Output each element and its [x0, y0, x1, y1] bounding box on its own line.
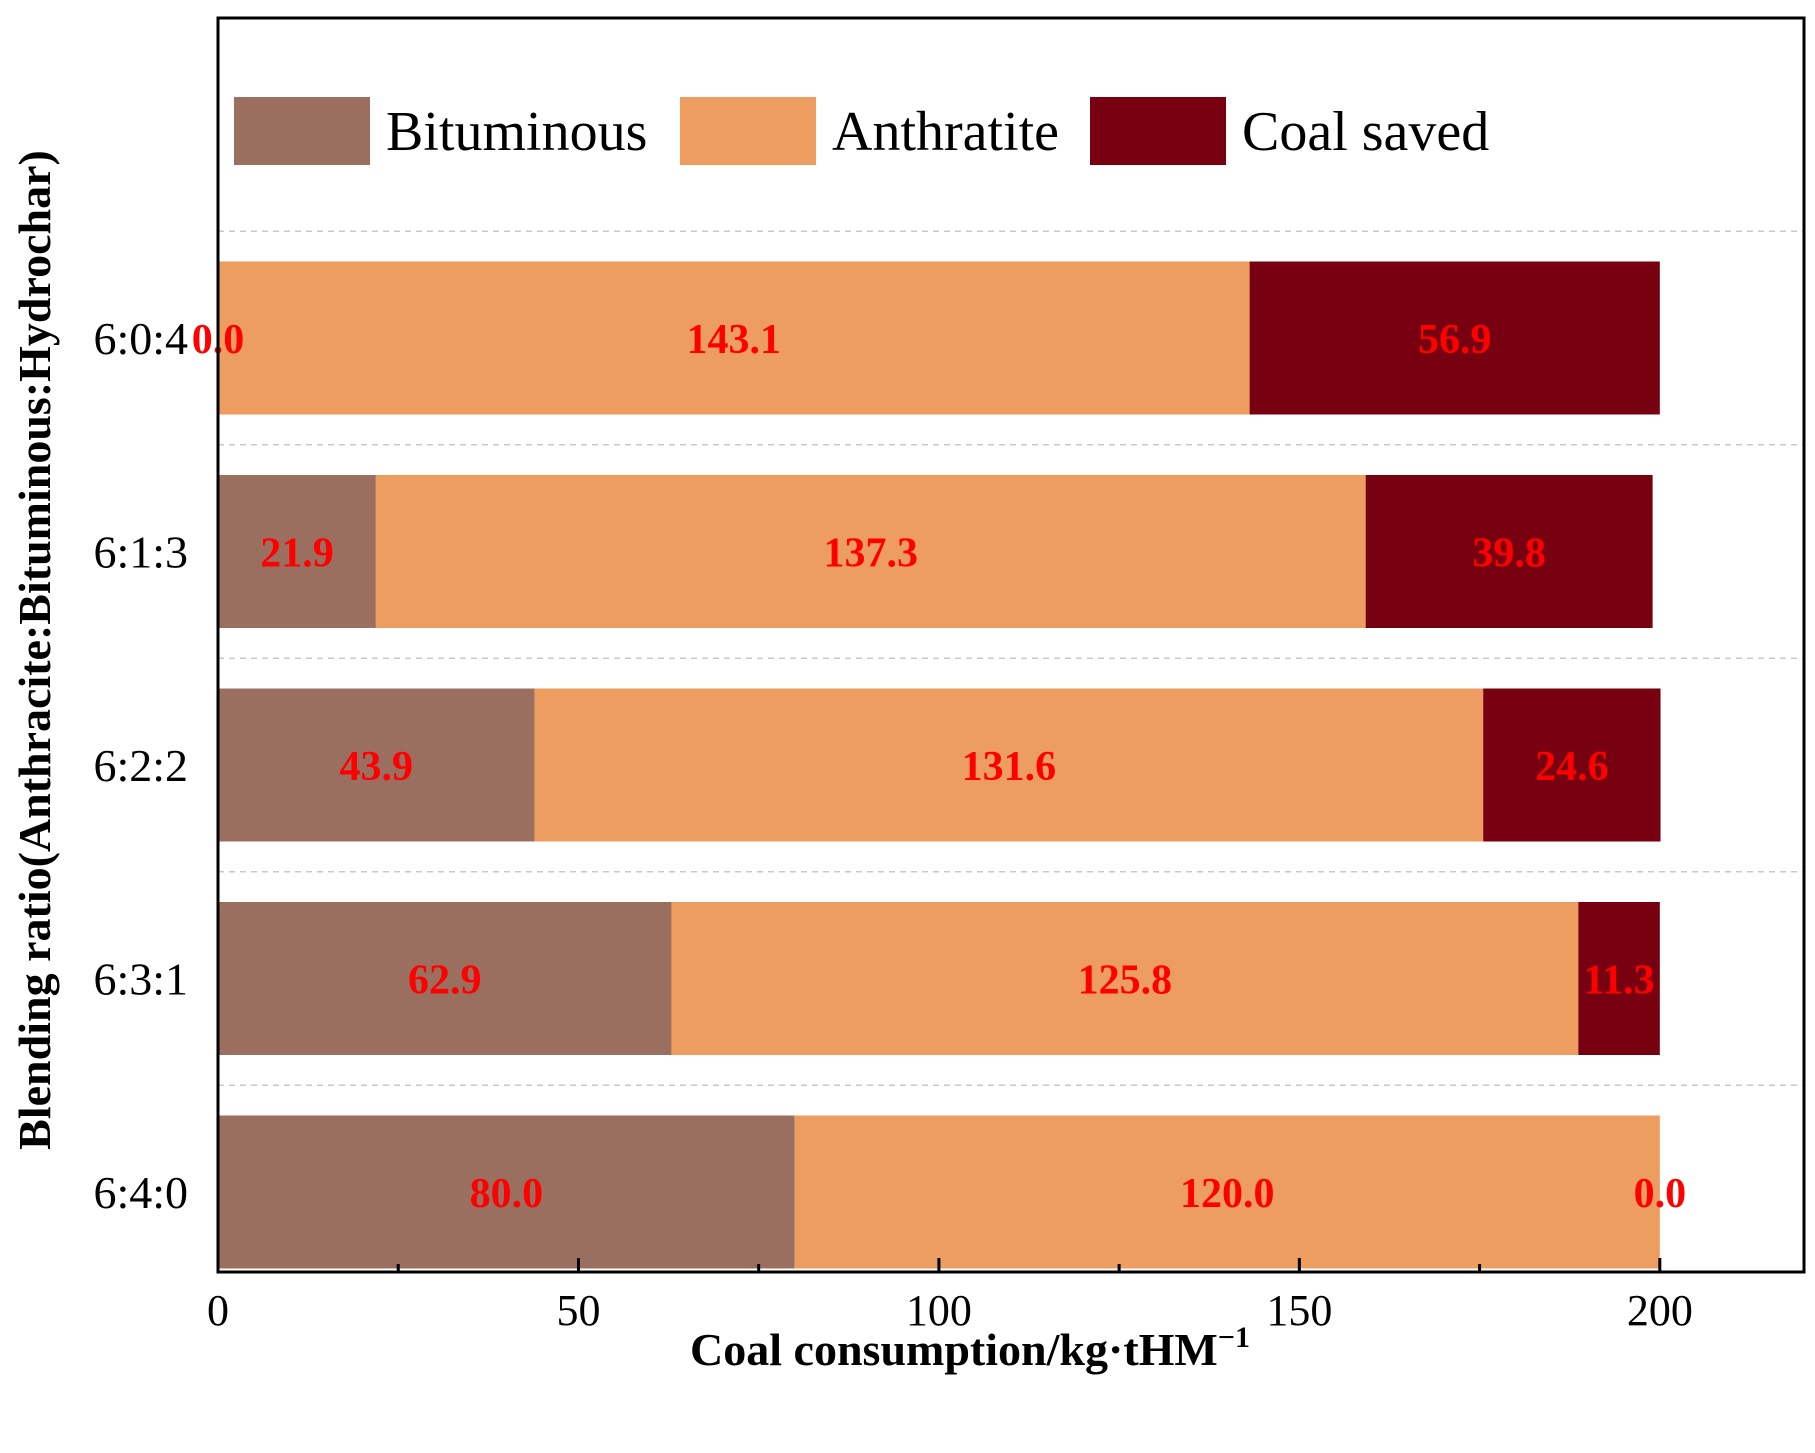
legend-swatch [1090, 97, 1226, 165]
legend-label: Anthratite [832, 101, 1059, 163]
data-label: 80.0 [470, 1171, 544, 1217]
x-axis-title-main: Coal consumption/kg·tHM [690, 1324, 1218, 1375]
bar-segment-anthratite [794, 1115, 1660, 1269]
category-label: 6:1:3 [93, 527, 188, 578]
legend-swatch [680, 97, 816, 165]
y-axis-category-labels: 6:0:4 6:1:3 6:2:2 6:3:1 6:4:0 [93, 313, 188, 1218]
data-label: 143.1 [687, 317, 782, 363]
bar-segment-bituminous [218, 475, 376, 628]
data-label: 131.6 [962, 744, 1057, 790]
data-label: 24.6 [1535, 744, 1609, 790]
bar-segment-anthratite [218, 261, 1250, 415]
bars-layer [218, 261, 1661, 1269]
legend-label: Bituminous [386, 101, 647, 163]
data-label: 39.8 [1472, 531, 1546, 577]
bar-segment-coal-saved [1483, 688, 1661, 842]
legend-swatch [234, 97, 370, 165]
category-separators [218, 230, 1804, 1086]
data-label: 21.9 [260, 531, 334, 577]
x-tick-label: 150 [1266, 1286, 1332, 1335]
x-tick-label: 50 [556, 1286, 600, 1335]
bar-segment-coal-saved [1249, 261, 1660, 415]
plot-frame [216, 16, 1806, 1274]
bar-segment-anthratite [375, 475, 1366, 628]
data-label: 62.9 [408, 958, 482, 1004]
category-label: 6:0:4 [93, 313, 188, 364]
legend-label: Coal saved [1242, 101, 1489, 163]
category-label: 6:3:1 [93, 954, 188, 1005]
data-label: 11.3 [1583, 958, 1654, 1004]
x-tick-label: 200 [1627, 1286, 1693, 1335]
x-axis-title-superscript: −1 [1218, 1321, 1250, 1354]
bar-segment-coal-saved [1578, 902, 1660, 1055]
bar-segment-bituminous [218, 902, 672, 1055]
x-tick-label: 100 [906, 1286, 972, 1335]
category-label: 6:4:0 [93, 1167, 188, 1218]
data-labels-layer: 0.0 143.1 56.9 21.9 137.3 39.8 43.9 131.6 24.6 62… [192, 317, 1686, 1217]
bar-segment-bituminous [218, 688, 535, 842]
bar-segment-bituminous [218, 1115, 795, 1269]
category-label: 6:2:2 [93, 740, 188, 791]
data-label: 137.3 [824, 531, 919, 577]
bar-segment-coal-saved [1365, 475, 1653, 628]
y-axis-title: Blending ratio(Anthracite:Bituminous:Hyd… [9, 150, 60, 1150]
x-axis-title: Coal consumption/kg·tHM−1 [690, 1321, 1250, 1375]
data-label: 56.9 [1418, 317, 1492, 363]
data-label: 125.8 [1078, 958, 1173, 1004]
bar-segment-anthratite [534, 688, 1484, 842]
data-label: 0.0 [1634, 1171, 1687, 1217]
legend: Bituminous Anthratite Coal saved [234, 97, 1489, 165]
data-label: 43.9 [339, 744, 413, 790]
data-label: 120.0 [1180, 1171, 1275, 1217]
x-tick-label: 0 [207, 1286, 229, 1335]
bar-segment-anthratite [671, 902, 1579, 1055]
x-axis-ticks: 0 50 100 150 200 [207, 1258, 1693, 1335]
